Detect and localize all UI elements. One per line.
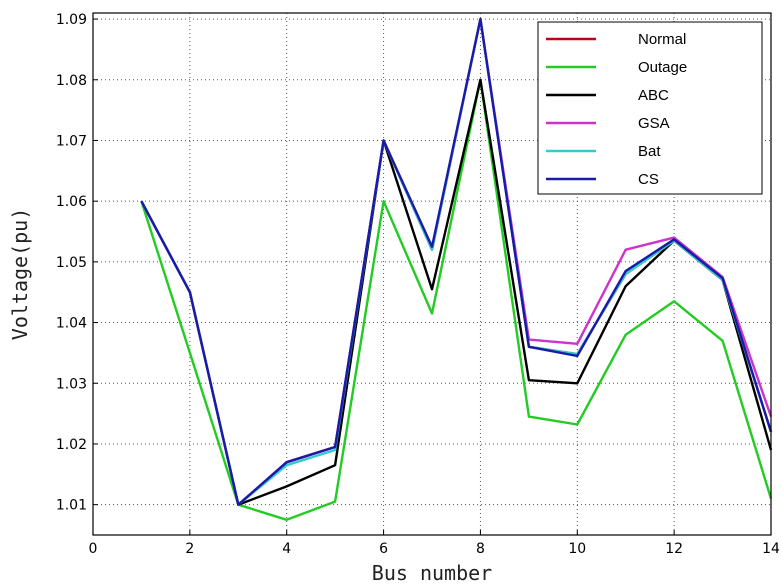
legend-label-abc: ABC: [638, 87, 669, 104]
tick-labels: 0 2 4 6 8 10 12 14 1.01 1.02 1.03 1.04 1.05 1.06 1.07 1…: [56, 12, 780, 557]
x-tick-label: 6: [379, 541, 388, 557]
legend-box: [537, 21, 763, 195]
x-tick-label: 8: [476, 541, 485, 557]
y-tick-label: 1.02: [56, 437, 87, 453]
y-tick-label: 1.05: [56, 255, 87, 271]
series-line-abc: [140, 78, 773, 506]
y-tick-label: 1.04: [56, 316, 87, 332]
x-tick-label: 4: [282, 541, 291, 557]
grid-lines: [92, 13, 772, 535]
y-tick-label: 1.01: [56, 498, 87, 514]
plot-frame: [92, 12, 772, 536]
y-tick-label: 1.03: [56, 376, 87, 392]
y-tick-label: 1.08: [56, 73, 87, 89]
legend-label-bat: Bat: [638, 143, 661, 160]
x-tick-label: 2: [185, 541, 194, 557]
series-line-outage: [140, 78, 773, 521]
series-lines: [140, 17, 773, 521]
y-tick-label: 1.06: [56, 194, 87, 210]
x-tick-label: 14: [762, 541, 780, 557]
series-line-cs: [140, 17, 773, 506]
x-axis-title: Bus number: [372, 561, 492, 585]
legend-label-normal: Normal: [638, 31, 686, 48]
legend: Normal Outage ABC GSA Bat CS: [537, 21, 763, 195]
x-tick-label: 10: [568, 541, 586, 557]
y-tick-label: 1.09: [56, 12, 87, 28]
y-tick-label: 1.07: [56, 133, 87, 149]
legend-label-gsa: GSA: [638, 115, 670, 132]
legend-label-outage: Outage: [638, 59, 687, 76]
legend-label-cs: CS: [638, 171, 659, 188]
y-axis-title: Voltage(pu): [8, 208, 32, 340]
x-tick-label: 0: [89, 541, 98, 557]
x-tick-label: 12: [665, 541, 683, 557]
